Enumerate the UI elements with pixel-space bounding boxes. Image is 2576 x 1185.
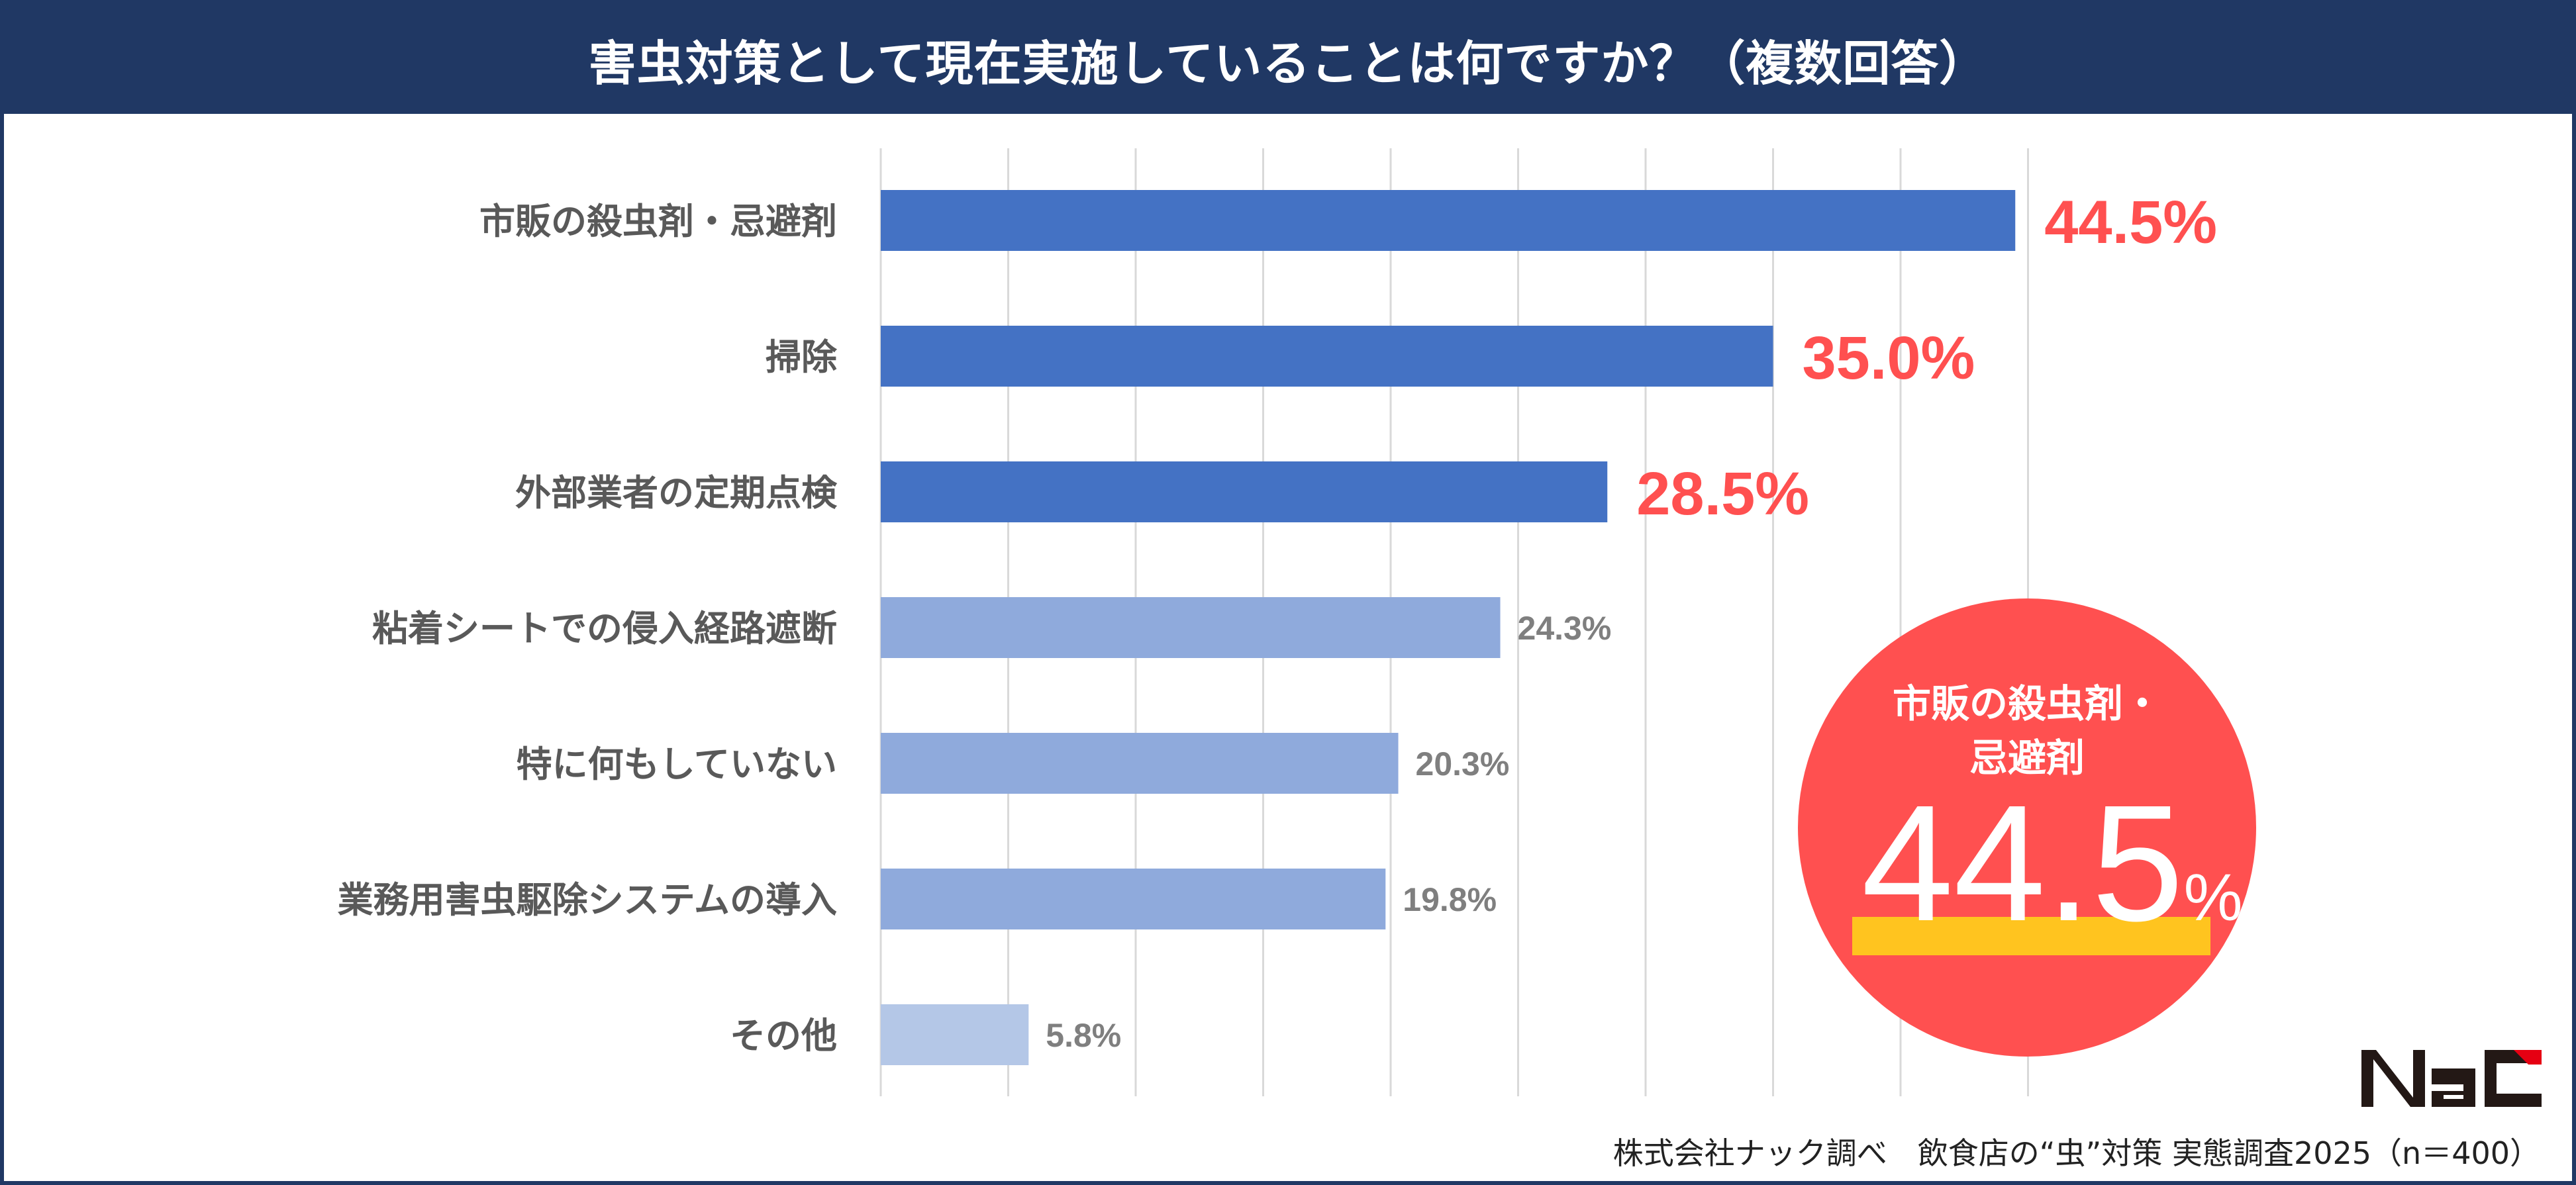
highlight-circle: 市販の殺虫剤・ 忌避剤 44.5% [1798, 598, 2256, 1057]
category-label: 外部業者の定期点検 [515, 472, 838, 514]
bar [881, 190, 2016, 251]
bar [881, 597, 1501, 658]
category-label: 業務用害虫駆除システムの導入 [338, 879, 837, 921]
highlight-label: 市販の殺虫剤・ 忌避剤 [1798, 677, 2256, 785]
highlight-value: 44.5% [1861, 764, 2243, 997]
bar [881, 1004, 1029, 1065]
highlight-number: 44.5 [1861, 771, 2184, 955]
highlight-label-line2: 忌避剤 [1969, 735, 2085, 781]
category-label: 掃除 [766, 336, 838, 378]
highlight-unit: % [2183, 861, 2243, 935]
bar [881, 733, 1399, 794]
source-note: 株式会社ナック調べ 飲食店の“虫”対策 実態調査2025（n＝400） [1612, 1135, 2540, 1171]
bar [881, 461, 1608, 522]
category-label: 特に何もしていない [517, 743, 837, 785]
data-label: 24.3% [1518, 610, 1612, 647]
category-label: 市販の殺虫剤・忌避剤 [479, 201, 837, 242]
chart-title: 害虫対策として現在実施していることは何ですか？（複数回答） [588, 35, 1988, 91]
header-bar: 害虫対策として現在実施していることは何ですか？（複数回答） [4, 4, 2572, 114]
bar-chart: 市販の殺虫剤・忌避剤 44.5% 掃除 35.0% 外部業者の定期点検 28.5% 粘着シー… [338, 148, 2217, 1096]
data-label: 44.5% [2044, 189, 2217, 256]
highlight-underline [1852, 917, 2210, 955]
data-label: 28.5% [1636, 460, 1809, 528]
category-label: 粘着シートでの侵入経路遮断 [372, 608, 837, 649]
nac-logo [2361, 1050, 2542, 1107]
data-label: 5.8% [1046, 1017, 1121, 1054]
data-label: 35.0% [1803, 324, 1975, 392]
bar [881, 869, 1386, 929]
highlight-label-line1: 市販の殺虫剤・ [1892, 681, 2161, 726]
data-label: 20.3% [1416, 745, 1510, 782]
category-label: その他 [730, 1015, 837, 1057]
bar [881, 326, 1773, 387]
data-label: 19.8% [1403, 881, 1497, 918]
